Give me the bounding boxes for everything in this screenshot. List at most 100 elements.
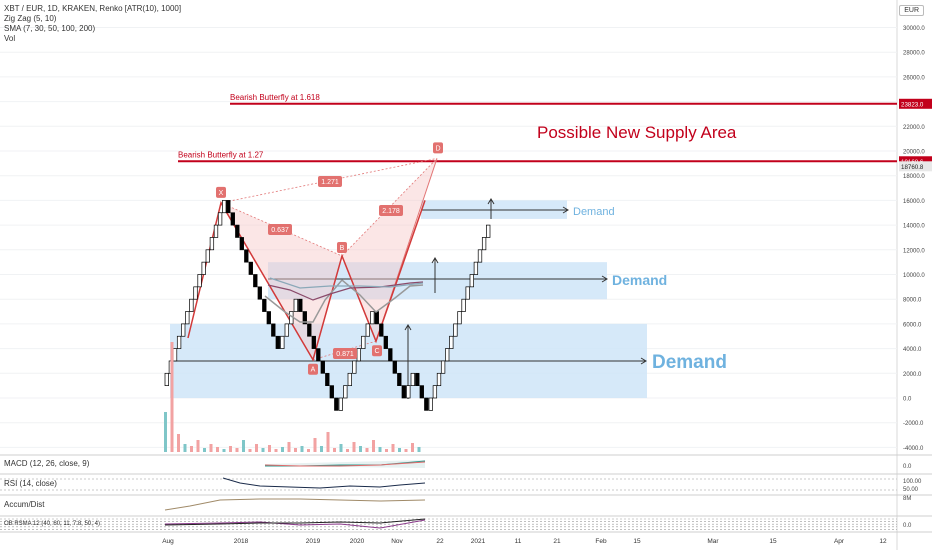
volume-bar bbox=[229, 446, 232, 452]
y-tick-label: 2000.0 bbox=[903, 372, 922, 378]
renko-brick bbox=[213, 224, 219, 238]
volume-bar bbox=[209, 444, 213, 452]
vertical-arrow-head bbox=[404, 324, 412, 331]
price-label-box bbox=[899, 161, 932, 172]
volume-bar bbox=[281, 447, 284, 452]
volume-bar bbox=[294, 448, 297, 452]
renko-brick bbox=[311, 335, 316, 349]
renko-brick bbox=[347, 372, 352, 386]
volume-bar bbox=[339, 444, 343, 452]
demand-arrow-head bbox=[601, 275, 608, 283]
x-tick-label: Mar bbox=[707, 538, 719, 545]
renko-brick bbox=[209, 237, 215, 251]
legend-zigzag[interactable]: Zig Zag (5, 10) bbox=[4, 14, 57, 23]
renko-brick bbox=[453, 323, 458, 337]
renko-brick bbox=[449, 335, 454, 349]
renko-brick bbox=[445, 348, 450, 362]
level-label-1618: Bearish Butterfly at 1.618 bbox=[230, 93, 320, 102]
pattern-point-box bbox=[216, 186, 226, 198]
renko-brick bbox=[217, 212, 223, 226]
renko-brick bbox=[410, 372, 415, 386]
ratio-label: 0.637 bbox=[271, 227, 289, 234]
supply-area-label: Possible New Supply Area bbox=[537, 123, 737, 142]
accum-tick-label: 8M bbox=[903, 496, 911, 502]
legend-title: XBT / EUR, 1D, KRAKEN, Renko [ATR(10), 1… bbox=[4, 4, 182, 13]
ratio-box bbox=[333, 348, 357, 359]
renko-brick bbox=[432, 385, 438, 399]
renko-brick bbox=[334, 397, 339, 411]
volume-bar bbox=[346, 449, 349, 452]
y-tick-label: 18000.0 bbox=[903, 174, 925, 180]
volume-bar bbox=[242, 440, 245, 452]
ob-pane-label: OB RSMA 12 (40, 60, 11, 7.8, 50, 4) bbox=[4, 521, 100, 527]
vertical-arrow-head bbox=[487, 198, 495, 205]
pattern-point-label: X bbox=[219, 190, 224, 197]
demand-arrow-head bbox=[640, 357, 647, 365]
renko-brick bbox=[383, 335, 388, 349]
x-tick-label: 2020 bbox=[350, 538, 365, 545]
macd-pane-label[interactable]: MACD (12, 26, close, 9) bbox=[4, 459, 90, 468]
pattern-dotted-leg bbox=[220, 158, 438, 204]
renko-brick bbox=[197, 274, 202, 288]
pattern-triangle bbox=[342, 158, 437, 342]
renko-brick bbox=[461, 298, 466, 312]
x-tick-label: Aug bbox=[162, 538, 174, 545]
ratio-box bbox=[318, 176, 342, 187]
volume-bar bbox=[300, 446, 304, 452]
renko-brick bbox=[307, 323, 312, 337]
renko-brick bbox=[226, 200, 231, 214]
renko-brick bbox=[486, 224, 491, 238]
renko-brick bbox=[181, 323, 186, 337]
legend-vol[interactable]: Vol bbox=[4, 34, 16, 43]
demand-label-small: Demand bbox=[573, 206, 615, 218]
volume-bar bbox=[398, 448, 401, 452]
renko-brick bbox=[205, 249, 210, 263]
volume-bar bbox=[177, 434, 180, 452]
renko-brick bbox=[338, 397, 343, 411]
volume-bar bbox=[235, 448, 239, 452]
y-tick-label: 28000.0 bbox=[903, 51, 925, 57]
volume-bar bbox=[203, 448, 206, 452]
renko-brick bbox=[356, 348, 361, 362]
volume-bar bbox=[248, 449, 252, 452]
level-label-127: Bearish Butterfly at 1.27 bbox=[178, 150, 264, 159]
accum-line bbox=[164, 498, 426, 511]
volume-bar bbox=[365, 448, 369, 452]
x-tick-label: 2019 bbox=[306, 538, 321, 545]
renko-brick bbox=[428, 397, 433, 411]
renko-brick bbox=[271, 323, 276, 337]
x-tick-label: 15 bbox=[633, 538, 641, 545]
accum-pane-label[interactable]: Accum/Dist bbox=[4, 500, 45, 509]
pattern-point-label: C bbox=[374, 348, 379, 355]
volume-bar bbox=[196, 440, 200, 452]
renko-brick bbox=[457, 311, 462, 325]
sma-line bbox=[269, 277, 424, 289]
renko-brick bbox=[473, 261, 479, 275]
renko-brick bbox=[316, 348, 321, 362]
price-label-box bbox=[899, 156, 932, 167]
y-tick-label: 16000.0 bbox=[903, 199, 925, 205]
legend-sma[interactable]: SMA (7, 30, 50, 100, 200) bbox=[4, 24, 96, 33]
y-tick-label: 0.0 bbox=[903, 397, 912, 403]
renko-brick bbox=[302, 311, 307, 325]
y-tick-label: 26000.0 bbox=[903, 75, 925, 81]
x-tick-label: 21 bbox=[553, 538, 561, 545]
x-tick-label: 22 bbox=[436, 538, 444, 545]
y-tick-label: 14000.0 bbox=[903, 224, 925, 230]
x-tick-label: Nov bbox=[391, 538, 403, 545]
macd-signal-line bbox=[264, 461, 426, 467]
volume-bar bbox=[404, 449, 408, 452]
renko-brick bbox=[365, 323, 370, 337]
price-label-text: 18760.8 bbox=[901, 164, 924, 171]
y-tick-label: 30000.0 bbox=[903, 26, 925, 32]
volume-bar bbox=[411, 443, 414, 452]
y-tick-label: 8000.0 bbox=[903, 298, 922, 304]
renko-brick bbox=[481, 237, 487, 251]
renko-brick bbox=[230, 212, 235, 226]
volume-bar bbox=[417, 447, 421, 452]
rsi-pane-label[interactable]: RSI (14, close) bbox=[4, 479, 57, 488]
renko-brick bbox=[257, 286, 262, 300]
renko-brick bbox=[298, 298, 303, 312]
currency-badge[interactable]: EUR bbox=[899, 5, 924, 16]
